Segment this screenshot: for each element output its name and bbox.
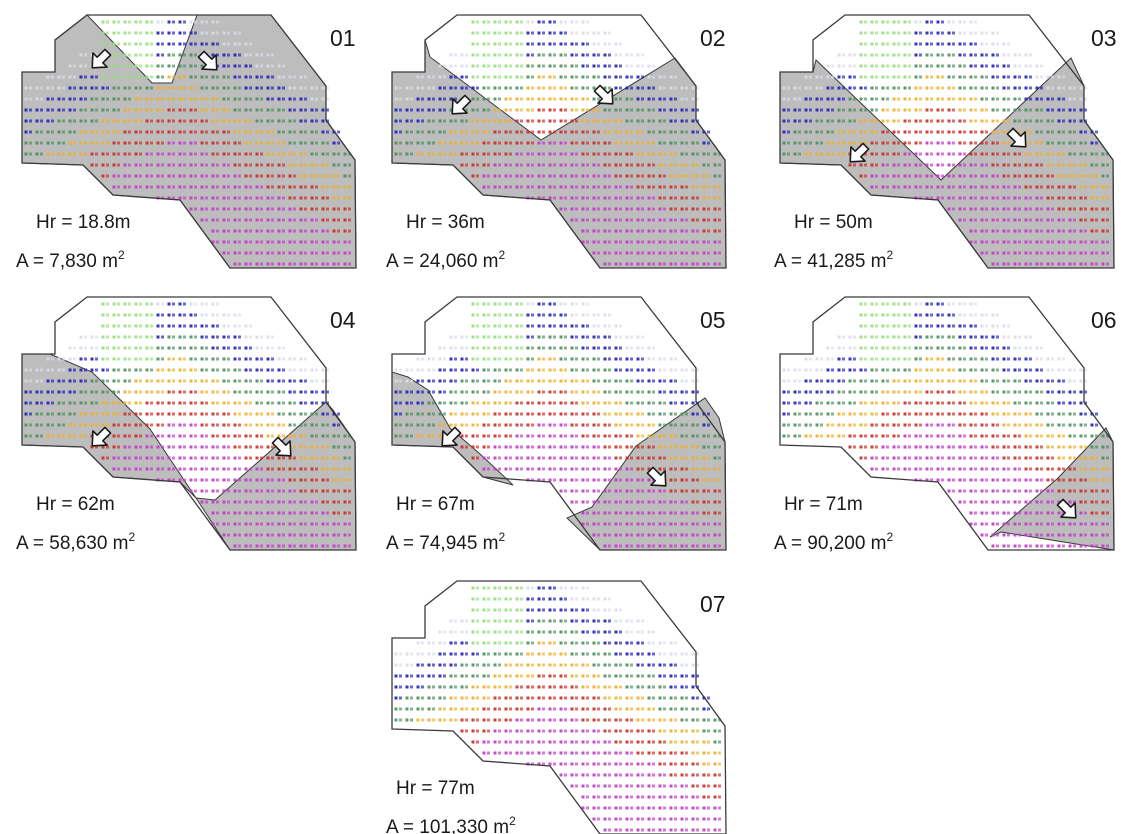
site-boundary xyxy=(779,296,1115,551)
area-label: A = 90,200 m2 xyxy=(774,530,894,554)
survey-point-grid xyxy=(24,302,351,548)
arrow-outline-icon xyxy=(271,436,292,457)
area-label: A = 41,285 m2 xyxy=(774,248,894,272)
height-label: Hr = 67m xyxy=(396,494,475,515)
stage-panel-07: 07 Hr = 77m A = 101,330 m2 xyxy=(386,580,727,834)
arrow-outline-icon xyxy=(197,50,218,71)
survey-point-grid xyxy=(394,586,721,832)
area-label: A = 101,330 m2 xyxy=(386,814,516,834)
survey-point-grid xyxy=(782,20,1109,266)
area-label: A = 58,630 m2 xyxy=(16,530,136,554)
arrow-outline-icon xyxy=(91,426,112,447)
survey-point-grid xyxy=(394,20,721,266)
stage-panel-03: 03 Hr = 50m A = 41,285 m2 xyxy=(774,14,1117,272)
arrow-outline-icon xyxy=(849,142,870,163)
stage-panel-05: 05 Hr = 67m A = 74,945 m2 xyxy=(386,296,727,554)
arrow-outline-icon xyxy=(1006,127,1027,148)
height-label: Hr = 62m xyxy=(36,494,115,515)
stage-number: 07 xyxy=(700,591,726,617)
stage-panel-06: 06 Hr = 71m A = 90,200 m2 xyxy=(774,296,1117,554)
site-boundary xyxy=(391,580,727,834)
site-boundary xyxy=(391,14,727,269)
height-label: Hr = 77m xyxy=(396,778,475,799)
survey-point-grid xyxy=(782,302,1109,548)
site-boundary xyxy=(21,296,357,551)
height-label: Hr = 50m xyxy=(794,212,873,233)
site-boundary xyxy=(779,14,1115,269)
site-boundary xyxy=(21,14,357,269)
stage-panel-02: 02 Hr = 36m A = 24,060 m2 xyxy=(386,14,727,272)
height-label: Hr = 18.8m xyxy=(36,212,131,233)
arrow-outline-icon xyxy=(451,94,472,115)
site-boundary xyxy=(391,296,727,551)
stage-number: 05 xyxy=(700,307,726,333)
arrow-outline-icon xyxy=(441,426,462,447)
survey-point-grid xyxy=(24,20,351,266)
arrow-outline-icon xyxy=(593,84,614,105)
stage-number: 02 xyxy=(700,25,726,51)
area-label: A = 74,945 m2 xyxy=(386,530,506,554)
stage-number: 01 xyxy=(330,25,356,51)
area-label: A = 7,830 m2 xyxy=(16,248,125,272)
stage-number: 03 xyxy=(1091,25,1117,51)
stage-number: 04 xyxy=(330,307,356,333)
height-label: Hr = 71m xyxy=(784,494,863,515)
height-label: Hr = 36m xyxy=(406,212,485,233)
arrow-outline-icon xyxy=(1056,498,1077,519)
arrow-outline-icon xyxy=(91,48,112,69)
area-label: A = 24,060 m2 xyxy=(386,248,506,272)
survey-point-grid xyxy=(394,302,721,548)
stage-number: 06 xyxy=(1091,307,1117,333)
stage-panel-01: 01 Hr = 18.8m A = 7,830 m2 xyxy=(16,14,357,272)
arrow-outline-icon xyxy=(646,466,667,487)
stage-panel-04: 04 Hr = 62m A = 58,630 m2 xyxy=(16,296,357,554)
